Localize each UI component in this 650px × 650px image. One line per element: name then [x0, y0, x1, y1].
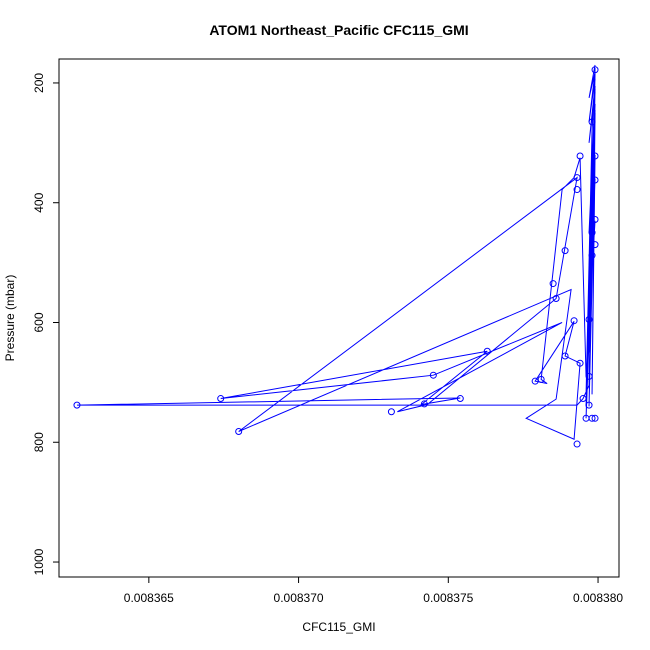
data-point: [549, 280, 557, 288]
y-tick-label: 1000: [32, 548, 46, 575]
data-point: [552, 295, 560, 303]
data-point: [576, 359, 584, 367]
data-point: [582, 414, 590, 422]
x-axis-label: CFC115_GMI: [302, 620, 375, 634]
data-point: [585, 316, 593, 323]
data-point: [585, 401, 593, 409]
data-point: [570, 317, 578, 325]
data-point: [573, 174, 581, 182]
data-point: [573, 440, 581, 448]
data-point: [420, 400, 428, 408]
x-tick-label: 0.008365: [124, 591, 174, 605]
x-tick-label: 0.008370: [274, 591, 324, 605]
y-tick-label: 600: [32, 312, 46, 332]
data-point: [573, 186, 581, 194]
plot-area: [73, 64, 599, 448]
data-point: [561, 352, 569, 360]
x-tick-label: 0.008380: [573, 591, 623, 605]
data-point: [531, 377, 539, 385]
data-point: [387, 408, 395, 416]
data-point: [561, 247, 569, 255]
y-tick-label: 400: [32, 192, 46, 212]
chart-title: ATOM1 Northeast_Pacific CFC115_GMI: [209, 22, 468, 38]
data-point: [588, 229, 596, 237]
data-point: [429, 371, 437, 379]
data-point: [235, 427, 243, 435]
data-point: [591, 152, 599, 160]
series-line-0: [76, 64, 596, 441]
data-point: [585, 372, 593, 380]
data-point: [588, 251, 596, 259]
data-point: [483, 347, 491, 355]
data-point: [591, 414, 599, 422]
data-point: [73, 401, 81, 409]
data-point: [579, 395, 587, 403]
data-point: [591, 176, 599, 184]
data-point: [588, 118, 596, 126]
plot-frame: [58, 58, 620, 578]
data-point: [591, 66, 599, 74]
data-point: [456, 395, 464, 403]
y-axis-label: Pressure (mbar): [3, 275, 17, 362]
data-point: [591, 241, 599, 249]
data-point: [217, 395, 225, 403]
data-point: [576, 152, 584, 160]
y-axis: 200 400 600 800 1000: [32, 73, 59, 575]
x-tick-label: 0.008375: [423, 591, 473, 605]
data-point: [591, 215, 599, 223]
y-tick-label: 800: [32, 432, 46, 452]
y-tick-label: 200: [32, 73, 46, 93]
x-axis: 0.008365 0.008370 0.008375 0.008380: [124, 577, 623, 605]
